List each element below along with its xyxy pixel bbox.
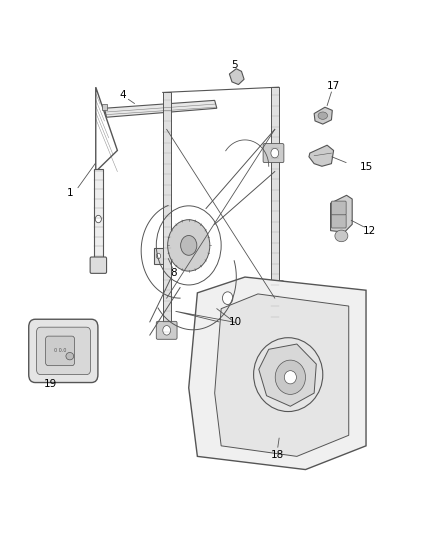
Text: 4: 4 (120, 90, 126, 100)
Polygon shape (309, 145, 334, 166)
Circle shape (156, 253, 161, 259)
Text: 18: 18 (271, 450, 284, 460)
Polygon shape (215, 294, 349, 456)
Text: 10: 10 (229, 318, 242, 327)
Circle shape (168, 220, 210, 271)
Text: 5: 5 (231, 60, 237, 70)
FancyBboxPatch shape (263, 143, 284, 163)
Text: 15: 15 (360, 163, 373, 172)
Circle shape (271, 286, 279, 295)
Polygon shape (104, 100, 217, 117)
FancyBboxPatch shape (271, 87, 279, 319)
Circle shape (95, 215, 101, 223)
Ellipse shape (66, 352, 74, 360)
Circle shape (173, 253, 178, 259)
Text: 1: 1 (67, 188, 73, 198)
Ellipse shape (275, 360, 305, 394)
Text: 0 0.0: 0 0.0 (54, 349, 67, 353)
Circle shape (180, 236, 197, 255)
FancyBboxPatch shape (332, 214, 346, 228)
FancyBboxPatch shape (29, 319, 98, 383)
Circle shape (271, 148, 279, 158)
FancyBboxPatch shape (36, 327, 91, 375)
FancyBboxPatch shape (94, 169, 103, 261)
FancyBboxPatch shape (163, 92, 170, 335)
Circle shape (163, 326, 170, 335)
FancyBboxPatch shape (263, 281, 284, 300)
Polygon shape (154, 248, 184, 264)
Ellipse shape (284, 370, 297, 384)
FancyBboxPatch shape (46, 336, 74, 366)
Circle shape (223, 292, 233, 304)
Text: 12: 12 (363, 225, 376, 236)
FancyBboxPatch shape (102, 104, 107, 110)
Ellipse shape (335, 230, 348, 241)
Polygon shape (331, 195, 352, 232)
Bar (217, 318, 221, 324)
Polygon shape (259, 344, 316, 406)
Text: 19: 19 (44, 378, 57, 389)
FancyBboxPatch shape (156, 321, 177, 340)
Polygon shape (314, 107, 332, 124)
Text: 8: 8 (170, 268, 177, 278)
Ellipse shape (318, 112, 328, 119)
Text: 17: 17 (327, 81, 340, 91)
Polygon shape (189, 277, 366, 470)
FancyBboxPatch shape (90, 257, 106, 273)
FancyBboxPatch shape (332, 201, 346, 215)
Polygon shape (230, 69, 244, 85)
